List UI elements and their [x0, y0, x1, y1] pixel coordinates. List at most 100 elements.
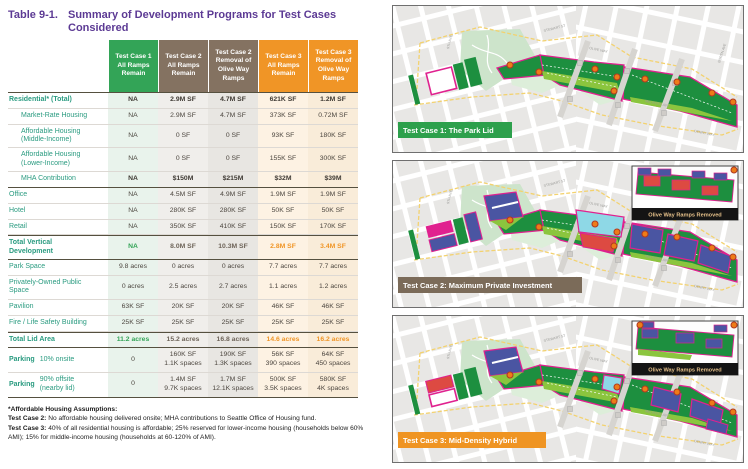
svg-text:OLIVE WAY: OLIVE WAY [589, 46, 609, 54]
row-label-cell: Hotel [8, 204, 108, 219]
svg-text:9TH AVE: 9TH AVE [446, 34, 453, 49]
value-cell: 180K SF [308, 124, 358, 148]
svg-text:STEWART ST: STEWART ST [543, 333, 566, 342]
value-cell: 0 acres [158, 260, 208, 276]
row-label: Fire / Life Safety Building [9, 318, 87, 326]
value-cell: 621K SF [258, 92, 308, 108]
table-row: Privately-Owned Public Space 0 acres 2.5 a… [8, 276, 358, 300]
ramp-marker-icons [506, 61, 737, 106]
svg-text:9TH AVE: 9TH AVE [446, 189, 453, 204]
value-cell: 93K SF [258, 124, 308, 148]
row-label-cell: Total Vertical Development [8, 236, 108, 259]
value-cell: 0 SF [158, 148, 208, 172]
value-cell: 50K SF [308, 203, 358, 219]
svg-text:Test Case 2: Maximum Private I: Test Case 2: Maximum Private Investment [403, 281, 553, 290]
lid-corridor [495, 54, 738, 128]
table-corner-cell [8, 39, 108, 92]
map-test-case-1: STEWART ST OLIVE WAY MELROSE AVE DENNY WAY B… [392, 5, 744, 153]
development-parcels [408, 56, 483, 105]
table-row: Market-Rate Housing NA 2.9M SF 4.7M SF 373K … [8, 108, 358, 125]
value-cell: NA [108, 219, 158, 235]
footnote-line-tc3: Test Case 3: 40% of all residential hous… [8, 424, 374, 443]
value-cell: 50K SF [258, 203, 308, 219]
value-cell: 0 SF [208, 124, 258, 148]
row-label-cell: MHA Contribution [8, 172, 108, 187]
row-label-cell: Parking 90% offsite (nearby lid) [8, 373, 108, 397]
value-cell: 0 SF [208, 148, 258, 172]
value-cell: 300K SF [308, 148, 358, 172]
value-cell: 64K SF 450 spaces [308, 348, 358, 372]
value-cell: 280K SF [208, 203, 258, 219]
row-label-cell: Affordable Housing (Lower-Income) [8, 148, 108, 171]
value-cell: 20K SF [208, 299, 258, 315]
value-cell: 46K SF [308, 299, 358, 315]
row-label-cell: Market-Rate Housing [8, 109, 108, 124]
value-cell: 150K SF [258, 219, 308, 235]
row-label: Residential* (Total) [9, 96, 72, 104]
row-label-cell: Total Lid Area [8, 333, 108, 348]
svg-text:DENNY WAY: DENNY WAY [694, 129, 716, 137]
value-cell: 25K SF [308, 315, 358, 331]
row-label: Retail [9, 222, 27, 230]
row-label-cell: Residential* (Total) [8, 93, 108, 108]
row-label: 10% onsite [39, 355, 75, 363]
value-cell: 4.7M SF [208, 92, 258, 108]
svg-text:DENNY WAY: DENNY WAY [694, 439, 716, 447]
value-cell: 0 [108, 348, 158, 372]
footnote: *Affordable Housing Assumptions: Test Ca… [8, 405, 374, 443]
row-label: Office [9, 191, 28, 199]
value-cell: 0 acres [208, 260, 258, 276]
value-cell: 2.9M SF [158, 108, 208, 124]
value-cell: 190K SF 1.3K spaces [208, 348, 258, 372]
row-label: Affordable Housing (Lower-Income) [21, 151, 81, 167]
value-cell: NA [108, 187, 158, 203]
value-cell: 16.8 acres [208, 332, 258, 348]
value-cell: 0 [108, 373, 158, 397]
footnote-tc3-text: 40% of all residential housing is afford… [8, 424, 364, 442]
value-cell: 4.5M SF [158, 187, 208, 203]
row-label: 90% offsite (nearby lid) [39, 376, 75, 392]
row-label: Market-Rate Housing [21, 111, 88, 119]
value-cell: NA [108, 148, 158, 172]
table-row: Parking 90% offsite (nearby lid) 0 1.4M SF … [8, 373, 358, 398]
table-row: Pavilion 63K SF 20K SF 20K SF 46K SF 46K SF [8, 299, 358, 316]
row-label-cell: Office [8, 188, 108, 203]
value-cell: 25K SF [208, 315, 258, 331]
row-label-cell: Parking 10% onsite [8, 348, 108, 372]
value-cell: $32M [258, 172, 308, 187]
value-cell: 4.9M SF [208, 187, 258, 203]
value-cell: 15.2 acres [158, 332, 208, 348]
row-label-cell: Retail [8, 220, 108, 235]
svg-text:BOREN AVE: BOREN AVE [717, 42, 727, 63]
row-label-prefix: Parking [9, 355, 35, 363]
row-label-cell: Privately-Owned Public Space [8, 276, 108, 299]
value-cell: 2.8M SF [258, 236, 308, 260]
value-cell: 16.2 acres [308, 332, 358, 348]
value-cell: NA [108, 172, 158, 187]
row-label-cell: Park Space [8, 260, 108, 275]
column-header: Test Case 3 All Ramps Remain [258, 39, 308, 92]
column-header: Test Case 2 Removal of Olive Way Ramps [208, 39, 258, 92]
value-cell: 2.5 acres [158, 276, 208, 299]
value-cell: 500K SF 3.5K spaces [258, 373, 308, 397]
table-row: Affordable Housing (Middle-Income) NA 0 SF… [8, 124, 358, 149]
svg-text:STEWART ST: STEWART ST [543, 178, 566, 187]
row-label: Total Vertical Development [9, 239, 53, 255]
value-cell: 20K SF [158, 299, 208, 315]
table-panel: Table 9-1. Summary of Development Progra… [8, 9, 376, 443]
value-cell: 1.4M SF 9.7K spaces [158, 373, 208, 397]
value-cell: 4.7M SF [208, 108, 258, 124]
value-cell: 1.9M SF [258, 187, 308, 203]
svg-text:MELROSE AVE: MELROSE AVE [645, 254, 671, 263]
ramp-marker-icons [506, 371, 737, 416]
table-row: Fire / Life Safety Building 25K SF 25K SF 2… [8, 315, 358, 332]
inset-label: Olive Way Ramps Removed [648, 368, 722, 374]
value-cell: 580K SF 4K spaces [308, 373, 358, 397]
cross-streets [557, 39, 685, 133]
row-label: Park Space [9, 263, 46, 271]
value-cell: 1.7M SF 12.1K spaces [208, 373, 258, 397]
